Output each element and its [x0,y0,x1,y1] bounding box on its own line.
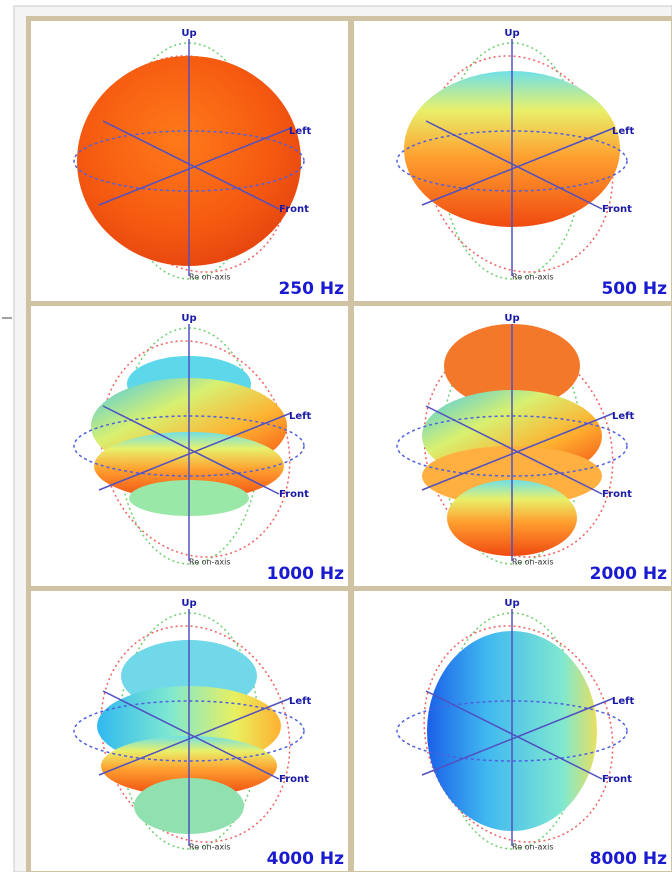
reference-label: Re on-axis [189,558,231,567]
reference-label: Re on-axis [189,273,231,282]
balloon-panel: Up Left Front Re on-axis 500 Hz [354,21,671,301]
axis-label-left: Left [289,696,312,707]
axis-label-left: Left [289,126,312,137]
axis-label-left: Left [289,411,312,422]
balloon-panel: Up Left Front Re on-axis 8000 Hz [354,591,671,871]
frequency-label: 1000 Hz [267,564,344,584]
frequency-label: 2000 Hz [590,564,667,584]
axis-label-up: Up [181,598,196,609]
axis-label-front: Front [279,204,309,215]
axis-label-up: Up [181,28,196,39]
axis-label-front: Front [279,774,309,785]
axis-label-front: Front [602,204,632,215]
figure: Up Left Front Re on-axis 250 Hz Up Left Front Re… [0,0,672,872]
reference-label: Re on-axis [189,843,231,852]
balloon-panel: Up Left Front Re on-axis 4000 Hz [31,591,348,871]
frequency-label: 500 Hz [601,279,667,299]
balloon-panel: Up Left Front Re on-axis 1000 Hz [31,306,348,586]
reference-label: Re on-axis [512,843,554,852]
reference-label: Re on-axis [512,558,554,567]
axis-label-up: Up [181,313,196,324]
axis-label-up: Up [504,598,519,609]
frequency-label: 250 Hz [278,279,344,299]
frequency-label: 4000 Hz [267,849,344,869]
axis-label-left: Left [612,411,635,422]
axis-label-up: Up [504,28,519,39]
axis-label-front: Front [279,489,309,500]
balloon-panel: Up Left Front Re on-axis 2000 Hz [354,306,671,586]
frequency-label: 8000 Hz [590,849,667,869]
reference-label: Re on-axis [512,273,554,282]
axis-label-front: Front [602,489,632,500]
axis-label-left: Left [612,126,635,137]
axis-label-front: Front [602,774,632,785]
balloon-panel: Up Left Front Re on-axis 250 Hz [31,21,348,301]
axis-label-up: Up [504,313,519,324]
axis-label-left: Left [612,696,635,707]
